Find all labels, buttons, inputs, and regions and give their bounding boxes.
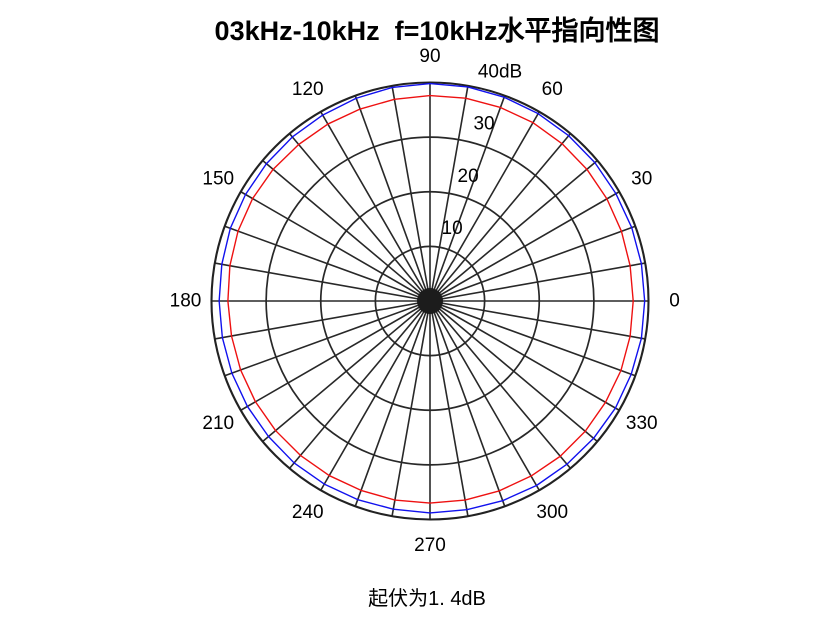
- angle-tick-label: 150: [202, 168, 234, 189]
- red-curve: [227, 94, 634, 504]
- blue-curve: [218, 82, 646, 514]
- grid-ring: [265, 136, 595, 466]
- angle-tick-label: 30: [631, 168, 652, 189]
- radial-tick-label: 20: [458, 166, 479, 187]
- angle-tick-label: 180: [170, 291, 202, 312]
- radial-tick-label: 30: [473, 114, 494, 135]
- chart-title: 03kHz-10kHz f=10kHz水平指向性图: [215, 15, 660, 46]
- tick-labels: 0 30 60 90 120 150 180 210 240 270 300 330 10 20 30 40d…: [170, 46, 680, 556]
- center-disc: [417, 288, 443, 314]
- angle-tick-label: 60: [542, 79, 563, 100]
- grid-ring: [210, 81, 650, 521]
- radial-tick-label: 40dB: [478, 61, 522, 82]
- angle-tick-label: 270: [414, 535, 446, 556]
- angle-tick-label: 120: [292, 79, 324, 100]
- angle-tick-label: 330: [626, 413, 658, 434]
- angle-tick-label: 0: [669, 291, 680, 312]
- angle-tick-label: 300: [536, 502, 568, 523]
- grid-ring: [319, 190, 541, 412]
- angle-tick-label: 210: [202, 413, 234, 434]
- radial-tick-label: 10: [442, 218, 463, 239]
- footnote: 起伏为1. 4dB: [368, 587, 486, 610]
- angle-tick-label: 90: [419, 46, 440, 67]
- data-curves: [218, 82, 646, 514]
- polar-grid: [210, 81, 650, 521]
- grid-ring: [374, 245, 486, 357]
- angle-tick-label: 240: [292, 502, 324, 523]
